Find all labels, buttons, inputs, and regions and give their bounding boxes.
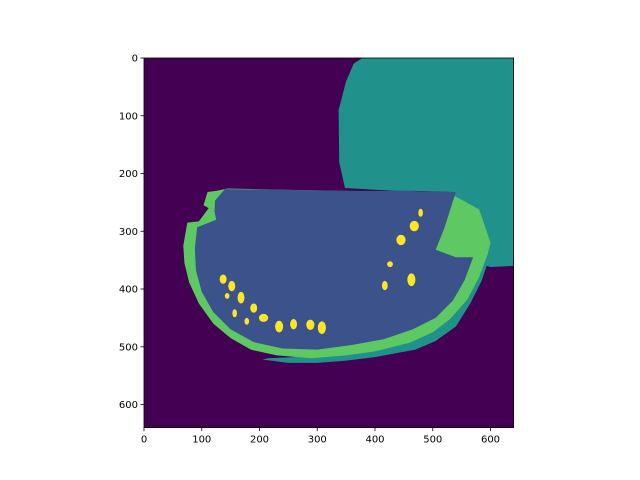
x-tick-label: 0 [141,435,147,446]
region-seed-17 [418,208,423,217]
region-seed-18 [409,220,419,232]
plot-area [144,58,514,428]
region-seed-20 [387,261,393,268]
region-seed-16 [317,321,326,335]
x-tick-label: 600 [481,435,500,446]
x-tick-label: 200 [250,435,269,446]
region-seed-21 [407,273,416,287]
y-tick-label: 100 [119,111,138,122]
region-seed-19 [396,234,406,246]
region-seed-8 [237,291,245,304]
region-seed-6 [228,280,236,292]
region-rind-shadow [262,254,491,363]
y-tick-label: 500 [119,342,138,353]
x-tick-label: 400 [365,435,384,446]
y-tick-label: 300 [119,227,138,238]
region-flesh [194,189,474,350]
y-tick-label: 200 [119,169,138,180]
region-seed-15 [306,319,315,331]
region-seed-5 [219,274,227,284]
x-tick-label: 300 [308,435,327,446]
region-seed-10 [232,309,237,318]
region-seed-22 [381,280,388,291]
x-tick-label: 100 [192,435,211,446]
axes-frame [143,57,515,429]
x-tick-label: 500 [423,435,442,446]
y-tick-label: 400 [119,285,138,296]
y-tick-label: 0 [132,54,138,65]
y-tick-label: 600 [119,400,138,411]
region-seed-12 [244,317,250,325]
y-axis: 0 100 200 300 400 500 600 [119,54,144,411]
region-seed-14 [290,319,298,330]
region-seed-7 [224,293,230,299]
region-seed-11 [258,313,269,322]
region-seed-13 [275,320,284,333]
region-seed-9 [250,303,258,313]
x-axis: 0 100 200 300 400 500 600 [141,427,500,446]
